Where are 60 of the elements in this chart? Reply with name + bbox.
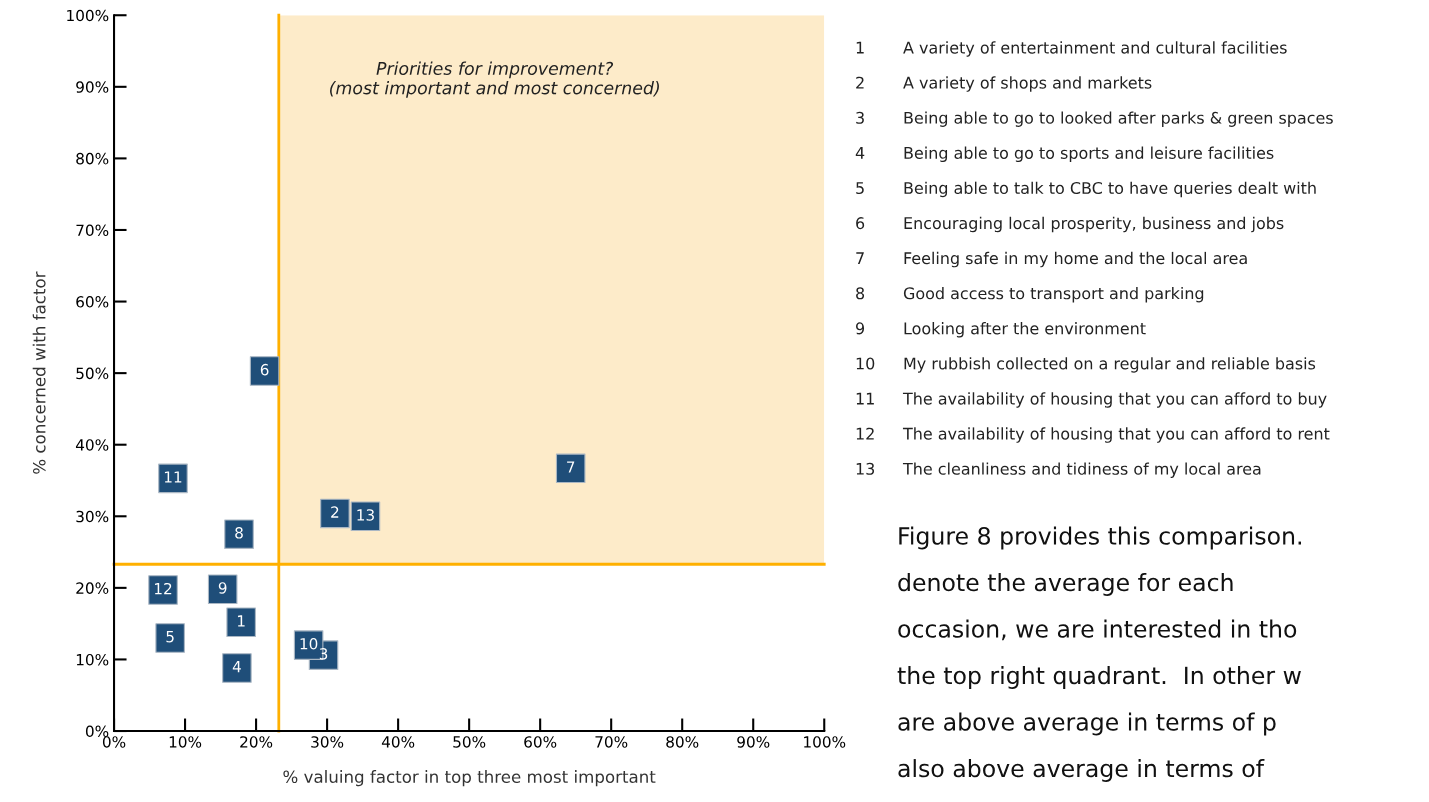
point bbox=[226, 607, 256, 638]
y-tick-label: 70% bbox=[76, 224, 109, 236]
text: 10 My rubbish collected on a regular and reliable basis bbox=[856, 357, 1316, 373]
x-tick-label: 40% bbox=[381, 736, 415, 748]
x-tick-label: 30% bbox=[311, 736, 344, 748]
series-label: 4 bbox=[232, 661, 241, 673]
series-label: 5 bbox=[166, 631, 174, 643]
text: 7 Feeling safe in my home and the local area bbox=[856, 251, 1247, 268]
x-tick-label: 100% bbox=[804, 736, 846, 748]
text: denote the average for each bbox=[898, 573, 1233, 596]
text: also above average in terms of bbox=[898, 759, 1265, 782]
x-tick-label: 90% bbox=[737, 736, 770, 748]
y-tick-label: 100% bbox=[67, 9, 109, 22]
series-label: 2 bbox=[331, 506, 339, 518]
text: 2 A variety of shops and markets bbox=[856, 76, 1152, 92]
text: 6 Encouraging local prosperity, business and jobs bbox=[856, 216, 1284, 233]
series-label: 13 bbox=[357, 509, 374, 521]
y-tick-label: 60% bbox=[76, 296, 109, 308]
text: 5 Being able to talk to CBC to have queries dealt with bbox=[856, 181, 1316, 198]
x-tick-label: 10% bbox=[169, 736, 202, 748]
y-tick-label: 10% bbox=[76, 653, 109, 666]
y-axis-title: % concerned with factor bbox=[32, 271, 46, 474]
point bbox=[207, 574, 238, 605]
caption: Figure 8 provides this comparison. bbox=[899, 526, 1301, 550]
x-tick-label: 60% bbox=[524, 736, 557, 748]
text: 4 Being able to go to sports and leisure facilities bbox=[855, 146, 1274, 163]
band-label: Priorities for improvement? (most important and most concerned) bbox=[330, 61, 659, 98]
series-label: 1 bbox=[237, 615, 245, 627]
series-label: 9 bbox=[218, 582, 227, 594]
x-tick-label: 70% bbox=[595, 736, 628, 748]
x-tick-label: 20% bbox=[240, 736, 273, 748]
text: 13 The cleanliness and tidiness of my local area bbox=[856, 462, 1261, 478]
series-label: 10 bbox=[300, 638, 318, 650]
text: 11 The availability of housing that you can afford to buy bbox=[856, 392, 1327, 408]
y-tick-label: 80% bbox=[76, 152, 109, 165]
series-label: 8 bbox=[235, 527, 243, 539]
text: 12 The availability of housing that you can afford to rent bbox=[856, 427, 1330, 443]
series-label: 3 bbox=[319, 648, 328, 660]
x-tick-label: 0% bbox=[102, 736, 126, 748]
y-tick-label: 20% bbox=[76, 582, 109, 594]
text: 9 Looking after the environment bbox=[856, 322, 1146, 338]
x-tick-label: 50% bbox=[453, 736, 486, 748]
text: 1 A variety of entertainment and cultural facilities bbox=[856, 41, 1287, 57]
y-tick-label: 50% bbox=[76, 367, 109, 380]
text: the top right quadrant. In other w bbox=[897, 666, 1301, 689]
series-label: 11 bbox=[164, 471, 182, 483]
text: 3 Being able to go to looked after parks & green spaces bbox=[856, 111, 1333, 127]
series-label: 7 bbox=[567, 461, 575, 473]
series-label: 6 bbox=[260, 363, 269, 376]
y-tick-label: 40% bbox=[75, 439, 109, 451]
text: 8 Good access to transport and parking bbox=[856, 286, 1204, 303]
y-tick-label: 90% bbox=[76, 81, 109, 93]
y-tick-label: 0% bbox=[85, 725, 109, 738]
point bbox=[555, 453, 586, 484]
x-tick-label: 80% bbox=[666, 736, 699, 748]
text: occasion, we are interested in tho bbox=[898, 619, 1297, 641]
series-label: 12 bbox=[155, 582, 172, 595]
y-tick-label: 30% bbox=[76, 510, 109, 523]
x-axis-title: % valuing factor in top three most important bbox=[283, 770, 656, 787]
text: are above average in terms of p bbox=[898, 712, 1276, 736]
